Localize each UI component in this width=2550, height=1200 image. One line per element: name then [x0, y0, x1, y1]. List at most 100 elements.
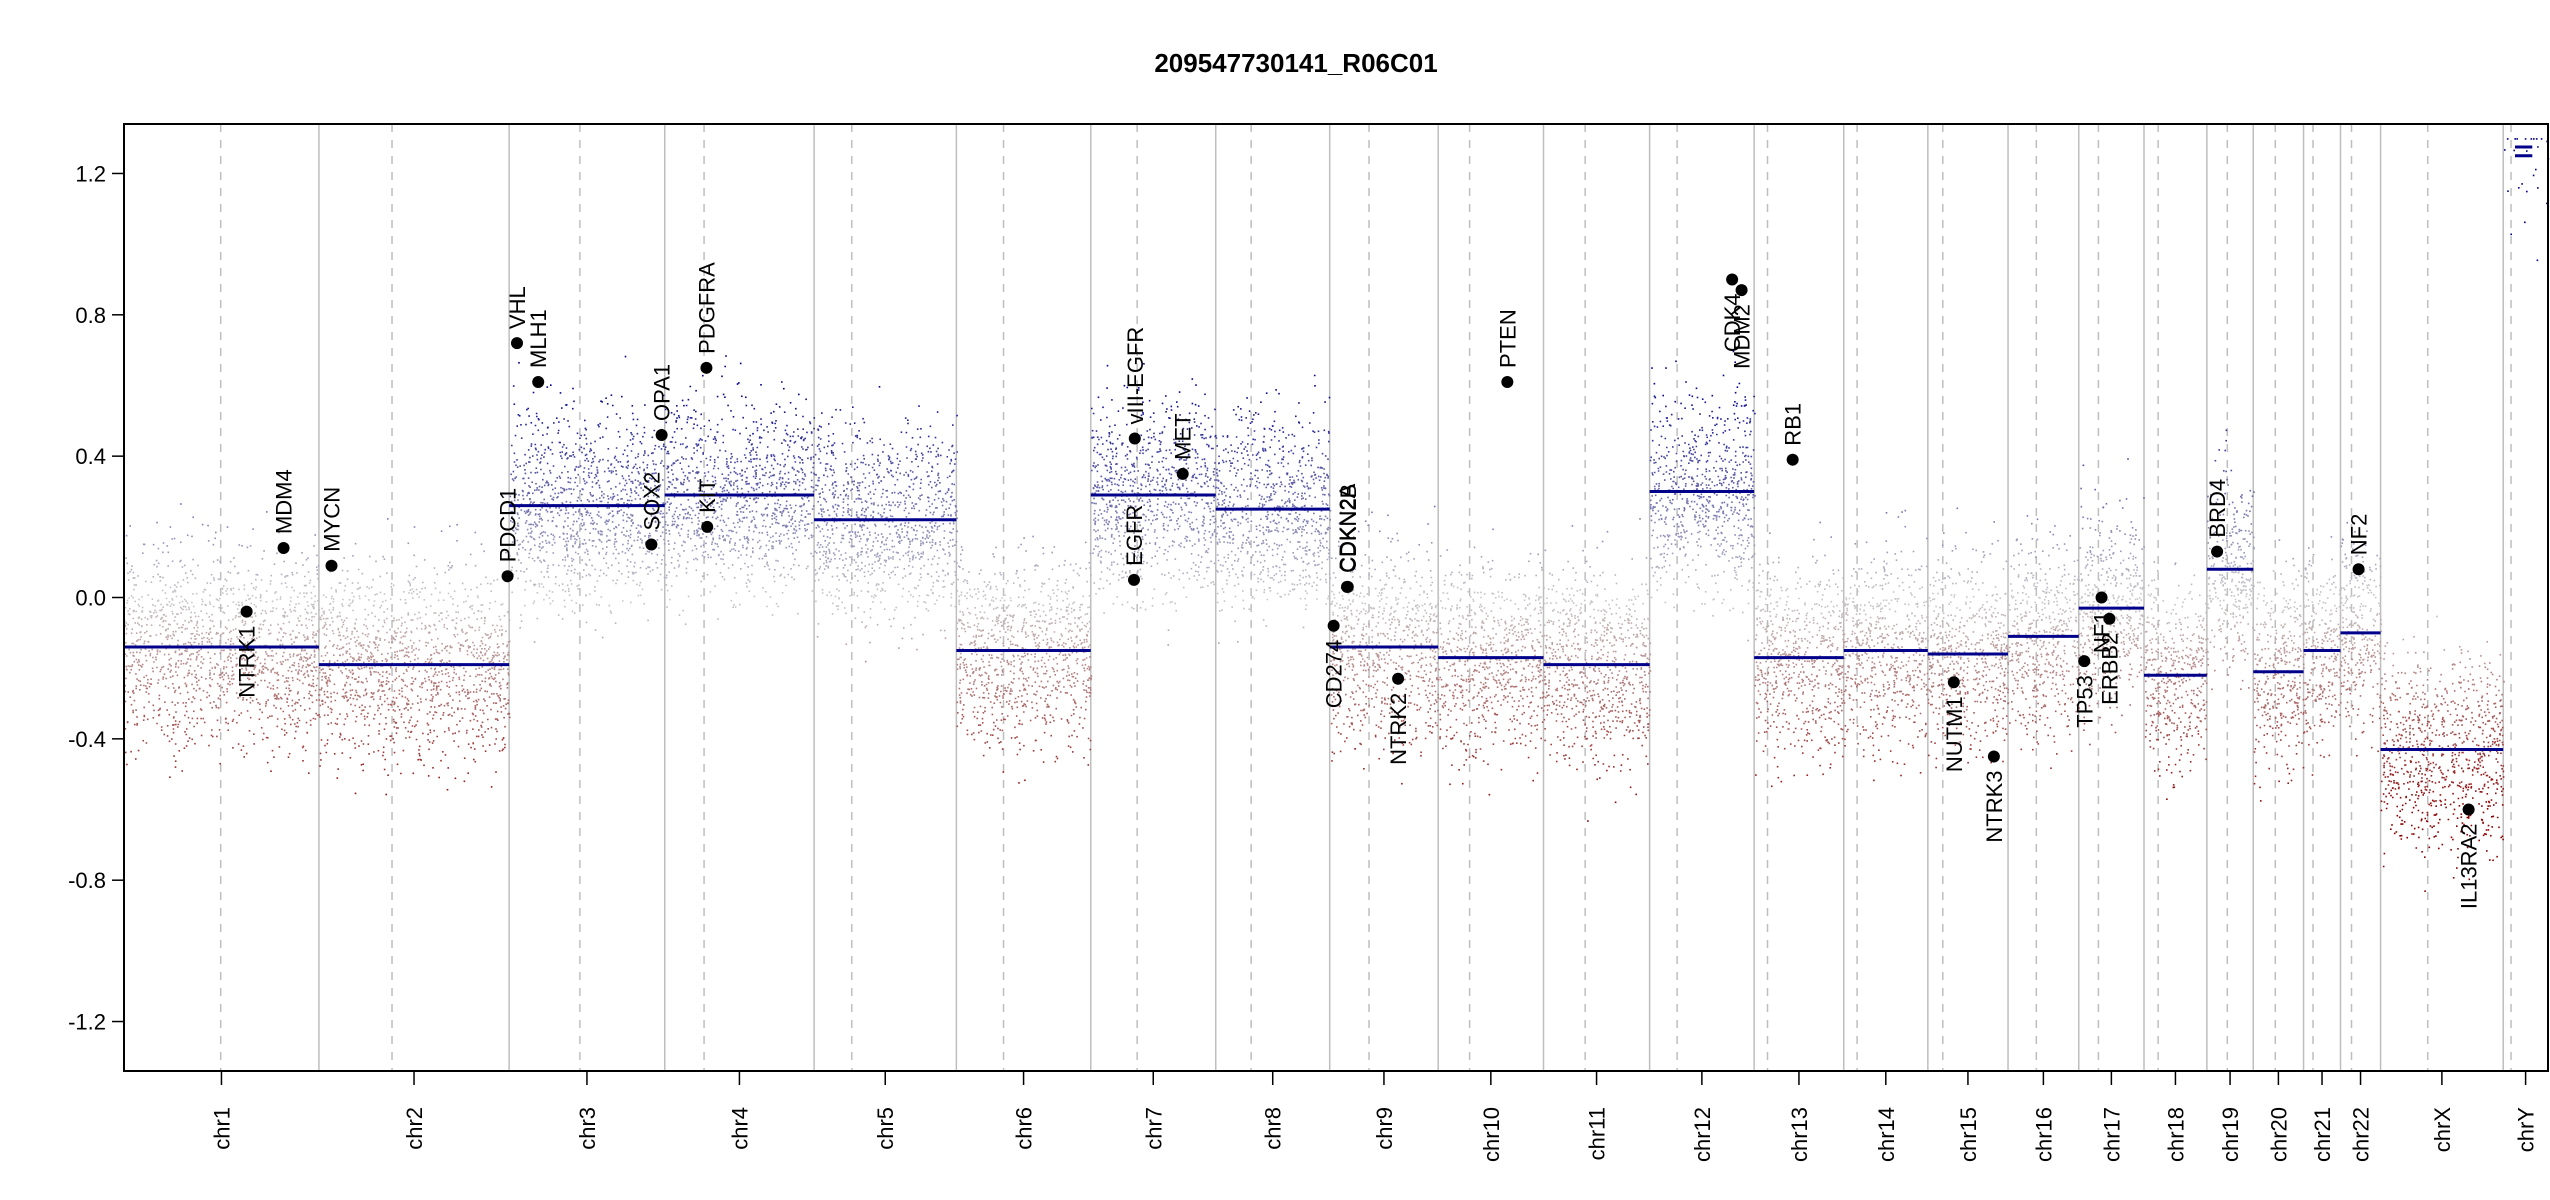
probe-cloud-chr6: [958, 600, 995, 603]
probe-cloud-chr13: [1827, 741, 1829, 743]
probe-cloud-chr10: [1445, 745, 1447, 747]
probe-cloud-chr8: [1288, 501, 1291, 504]
probe-cloud-chr18: [2150, 663, 2196, 667]
probe-cloud-chr6: [982, 660, 1036, 664]
probe-cloud-chr10: [1511, 623, 1542, 626]
probe-cloud-chr5: [864, 463, 900, 466]
probe-cloud-chr5: [834, 595, 940, 598]
probe-cloud-chr2: [354, 542, 483, 545]
probe-cloud-chr18: [2179, 706, 2197, 709]
x-tick-label: chr19: [2218, 1107, 2243, 1162]
probe-cloud-chr21: [2310, 672, 2312, 674]
probe-cloud-chr4: [674, 441, 796, 444]
probe-cloud-chr6: [1087, 764, 1090, 766]
probe-cloud-chr4: [670, 562, 746, 565]
probe-cloud-chr7: [1188, 421, 1196, 424]
probe-cloud-chr8: [1263, 427, 1271, 430]
probe-cloud-chr17: [2096, 702, 2099, 705]
probe-cloud-chr16: [2022, 692, 2024, 694]
probe-cloud-chr8: [1318, 442, 1320, 445]
probe-cloud-chr10: [1482, 636, 1506, 639]
probe-cloud-chr6: [1020, 543, 1022, 546]
gene-point: [2352, 563, 2365, 576]
probe-cloud-chr12: [1672, 445, 1744, 448]
probe-cloud-chr15: [1933, 584, 1947, 587]
probe-cloud-chr2: [433, 582, 436, 584]
probe-cloud-chr11: [1629, 768, 1631, 771]
probe-cloud-chr20: [2286, 763, 2288, 766]
probe-cloud-chr22: [2363, 722, 2365, 724]
probe-cloud-chr16: [2026, 728, 2028, 730]
probe-cloud-chr14: [1867, 737, 1874, 739]
probe-cloud-chr19: [2225, 652, 2249, 655]
probe-cloud-chrX: [2401, 767, 2503, 770]
probe-cloud-chr16: [2045, 588, 2048, 591]
probe-cloud-chr12: [1672, 480, 1755, 483]
probe-cloud-chr12: [1675, 460, 1744, 463]
probe-cloud-chr21: [2320, 672, 2323, 675]
probe-cloud-chr1: [185, 744, 210, 747]
probe-cloud-chr2: [352, 555, 354, 557]
probe-cloud-chr1: [192, 516, 194, 519]
probe-cloud-chr8: [1224, 561, 1227, 563]
probe-cloud-chr4: [664, 446, 667, 448]
probe-cloud-chr11: [1549, 571, 1604, 575]
probe-cloud-chr6: [966, 597, 1069, 600]
probe-cloud-chr2: [368, 599, 370, 601]
probe-cloud-chr6: [1086, 634, 1088, 636]
probe-cloud-chr7: [1102, 406, 1104, 409]
probe-cloud-chr1: [152, 576, 286, 579]
probe-cloud-chr5: [817, 484, 937, 488]
probe-cloud-chr1: [146, 682, 304, 685]
probe-cloud-chr16: [2031, 639, 2076, 642]
probe-cloud-chr7: [1116, 596, 1188, 598]
probe-cloud-chr18: [2205, 602, 2207, 605]
probe-cloud-chr2: [319, 616, 339, 619]
probe-cloud-chr12: [1653, 394, 1714, 398]
probe-cloud-chr5: [818, 447, 939, 450]
x-tick-label: chr1: [209, 1107, 234, 1150]
probe-cloud-chr7: [1131, 606, 1142, 609]
probe-cloud-chr21: [2305, 712, 2307, 714]
probe-cloud-chr18: [2187, 749, 2189, 751]
probe-cloud-chr11: [1549, 754, 1624, 757]
probe-cloud-chr2: [321, 607, 491, 610]
probe-cloud-chr14: [1845, 613, 1861, 615]
probe-cloud-chr1: [142, 718, 312, 722]
probe-cloud-chr4: [716, 395, 747, 399]
probe-cloud-chr2: [327, 696, 329, 699]
probe-cloud-chr8: [1234, 620, 1236, 623]
probe-cloud-chr12: [1721, 550, 1727, 553]
probe-cloud-chr18: [2193, 574, 2196, 577]
probe-cloud-chrX: [2466, 759, 2468, 761]
probe-cloud-chr5: [832, 481, 941, 485]
probe-cloud-chr4: [695, 569, 698, 572]
probe-cloud-chr16: [2032, 748, 2034, 751]
probe-cloud-chr17: [2107, 599, 2109, 601]
probe-cloud-chr22: [2353, 594, 2375, 596]
probe-cloud-chr14: [1869, 635, 1911, 638]
probe-cloud-chr19: [2212, 557, 2214, 560]
probe-cloud-chr12: [1697, 586, 1699, 588]
probe-cloud-chr2: [485, 576, 487, 579]
probe-cloud-chr12: [1653, 470, 1748, 474]
probe-cloud-chr5: [826, 522, 951, 525]
probe-cloud-chr7: [1175, 609, 1177, 612]
probe-cloud-chr10: [1457, 634, 1459, 636]
probe-cloud-chr8: [1215, 478, 1315, 481]
probe-cloud-chr1: [149, 615, 315, 618]
probe-cloud-chr5: [818, 526, 939, 528]
probe-cloud-chr9: [1341, 655, 1436, 658]
probe-cloud-chr9: [1331, 701, 1438, 703]
probe-cloud-chr8: [1265, 515, 1327, 518]
probe-cloud-chr4: [762, 587, 764, 589]
probe-cloud-chr13: [1759, 669, 1837, 672]
probe-cloud-chr4: [696, 445, 698, 447]
probe-cloud-chr10: [1480, 556, 1483, 558]
probe-cloud-chrX: [2419, 670, 2422, 673]
probe-cloud-chr20: [2263, 746, 2266, 748]
probe-cloud-chr11: [1550, 711, 1633, 714]
probe-cloud-chr4: [704, 475, 807, 478]
probe-cloud-chr2: [387, 518, 389, 520]
probe-cloud-chrX: [2402, 745, 2489, 748]
